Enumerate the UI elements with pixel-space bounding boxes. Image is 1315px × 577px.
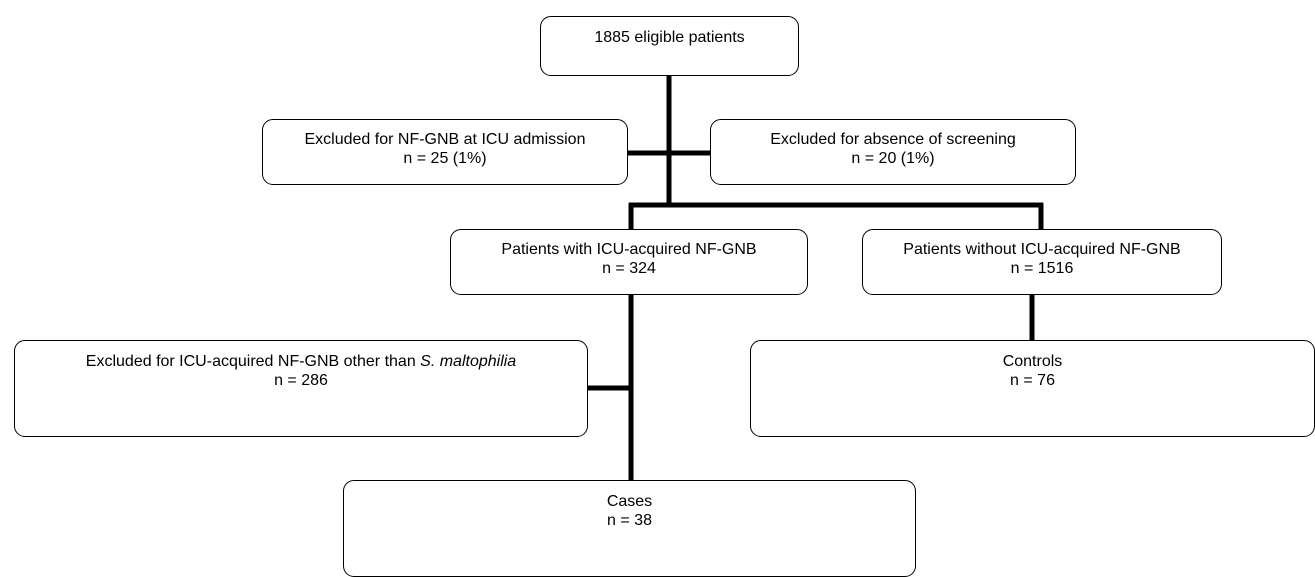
excluded-other-box: Excluded for ICU-acquired NF-GNB other t… bbox=[14, 340, 588, 437]
cases-box: Cases n = 38 bbox=[343, 480, 916, 577]
excluded-other-label: Excluded for ICU-acquired NF-GNB other t… bbox=[15, 352, 587, 371]
excluded-screening-box: Excluded for absence of screening n = 20… bbox=[710, 119, 1076, 185]
excluded-admission-box: Excluded for NF-GNB at ICU admission n =… bbox=[262, 119, 628, 185]
excluded-admission-label: Excluded for NF-GNB at ICU admission bbox=[304, 131, 586, 148]
without-nfgnb-box: Patients without ICU-acquired NF-GNB n =… bbox=[862, 229, 1222, 295]
controls-count: n = 76 bbox=[1010, 372, 1055, 389]
without-nfgnb-count: n = 1516 bbox=[1010, 260, 1074, 277]
controls-box: Controls n = 76 bbox=[750, 340, 1315, 437]
cases-count: n = 38 bbox=[607, 512, 652, 529]
with-nfgnb-box: Patients with ICU-acquired NF-GNB n = 32… bbox=[450, 229, 808, 295]
eligible-patients-box: 1885 eligible patients bbox=[540, 16, 799, 76]
excluded-other-label-prefix: Excluded for ICU-acquired NF-GNB other t… bbox=[85, 353, 421, 370]
excluded-other-count: n = 286 bbox=[274, 372, 328, 389]
with-nfgnb-count: n = 324 bbox=[602, 260, 656, 277]
excluded-screening-label: Excluded for absence of screening bbox=[770, 131, 1016, 148]
excluded-admission-count: n = 25 (1%) bbox=[403, 150, 487, 167]
excluded-screening-count: n = 20 (1%) bbox=[851, 150, 935, 167]
controls-label: Controls bbox=[1002, 353, 1063, 370]
species-name: S. maltophilia bbox=[420, 353, 517, 370]
with-nfgnb-label: Patients with ICU-acquired NF-GNB bbox=[501, 241, 757, 258]
without-nfgnb-label: Patients without ICU-acquired NF-GNB bbox=[903, 241, 1181, 258]
eligible-patients-label: 1885 eligible patients bbox=[594, 29, 745, 46]
cases-label: Cases bbox=[606, 493, 653, 510]
